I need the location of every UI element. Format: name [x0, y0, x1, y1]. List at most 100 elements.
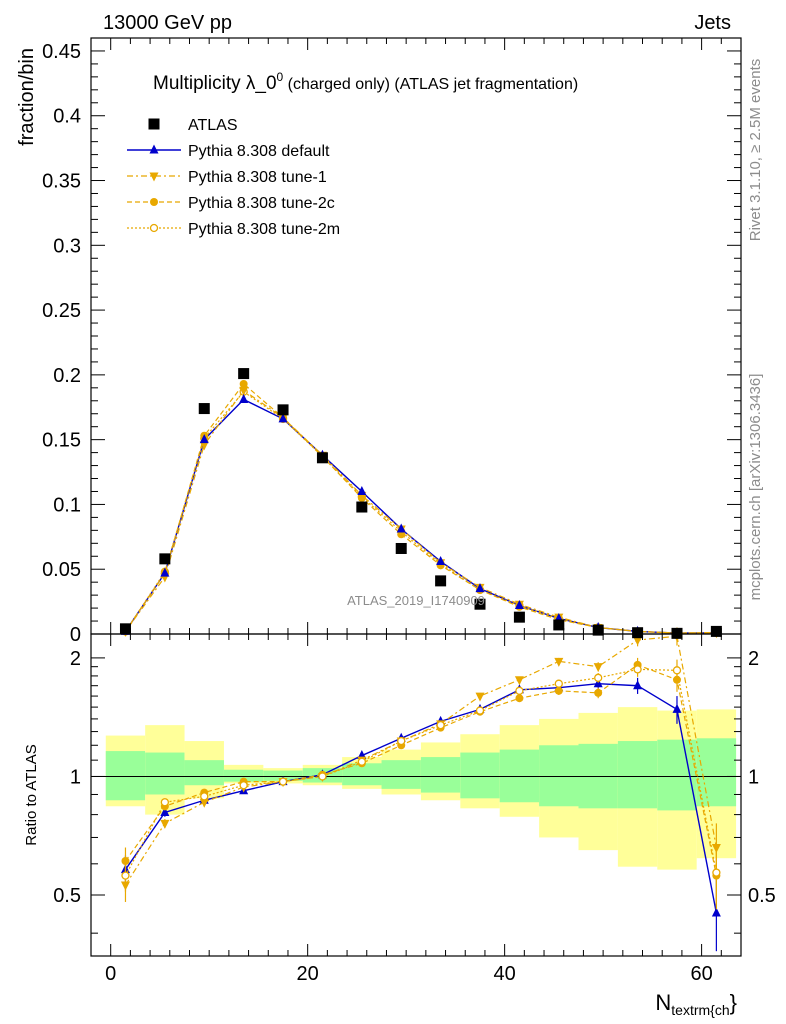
ratio-point-tune2m	[239, 781, 248, 790]
band-inner-bin	[342, 763, 382, 786]
ratio-y-tick-label: 0.5	[53, 885, 81, 907]
y-tick-label: 0.2	[53, 365, 81, 387]
y-tick-label: 0.35	[42, 171, 81, 193]
band-inner-bin	[499, 749, 540, 803]
point-data	[553, 619, 565, 631]
ratio-point-tune2m	[712, 868, 721, 877]
point-data	[119, 623, 131, 635]
point-tune2c	[239, 379, 248, 388]
point-tune1	[199, 441, 209, 451]
point-data	[513, 611, 525, 623]
ratio-point-tune2m	[278, 777, 288, 786]
line-tune2m	[124, 390, 717, 634]
ratio-y-tick-label: 2	[70, 648, 81, 670]
ratio-point-tune1	[633, 636, 643, 646]
x-tick-label: 20	[297, 963, 319, 985]
point-data	[632, 627, 644, 639]
legend-marker-tune2m	[149, 223, 159, 233]
point-tune1	[239, 386, 249, 396]
ratio-y-tick-label-right: 0.5	[748, 885, 776, 907]
point-default	[239, 393, 249, 403]
ratio-y-axis-label: Ratio to ATLAS	[23, 744, 40, 845]
ratio-point-tune2m	[436, 720, 445, 730]
point-default	[475, 583, 485, 593]
legend-label-tune2c: Pythia 8.308 tune-2c	[188, 195, 335, 212]
ratio-point-default	[711, 907, 721, 917]
point-data	[710, 625, 722, 637]
point-data	[316, 452, 328, 464]
upper-y-axis-label: fraction/bin	[16, 48, 38, 146]
band-inner-bin	[539, 745, 579, 807]
y-tick-label: 0	[70, 624, 81, 646]
band-inner-bin	[420, 757, 461, 793]
band-inner-bin	[696, 738, 737, 807]
x-axis-label-main: N	[655, 990, 671, 1015]
point-default	[278, 413, 288, 423]
point-default	[514, 599, 524, 609]
legend-marker-tune1	[149, 172, 159, 182]
legend-marker-tune2c	[150, 198, 158, 206]
band-inner-bin	[145, 752, 185, 795]
ratio-line-tune2c	[124, 664, 717, 876]
upper-series-layer	[119, 368, 722, 639]
point-data	[159, 553, 171, 565]
ratio-point-tune2c	[594, 688, 603, 697]
legend-marker-default	[149, 144, 159, 154]
ratio-point-tune2m	[633, 665, 642, 674]
band-inner-bin	[105, 751, 146, 801]
y-tick-label: 0.45	[42, 41, 81, 63]
ratio-point-tune1	[475, 692, 485, 702]
point-default	[396, 523, 406, 533]
plot-title-rest: (charged only) (ATLAS jet fragmentation)	[283, 76, 578, 93]
plot-title-main: Multiplicity λ_0	[153, 73, 277, 94]
process-label: Jets	[694, 12, 731, 34]
ratio-point-default	[672, 703, 682, 713]
ratio-point-tune2m	[318, 772, 327, 781]
ratio-y-tick-label-right: 1	[748, 766, 759, 788]
ratio-point-default	[633, 680, 643, 690]
ratio-point-tune1	[593, 663, 603, 673]
ratio-point-tune2m	[594, 673, 603, 682]
ratio-point-tune1	[554, 657, 564, 667]
legend-label-default: Pythia 8.308 default	[188, 143, 330, 160]
point-default	[357, 485, 367, 495]
ratio-point-tune2c	[515, 694, 524, 703]
plot-title: Multiplicity λ_00 (charged only) (ATLAS …	[153, 70, 578, 94]
point-data	[592, 624, 604, 636]
point-data	[198, 403, 210, 415]
legend: ATLAS Pythia 8.308 default Pythia 8.308 tu…	[127, 117, 340, 238]
ratio-point-tune1	[199, 798, 209, 808]
y-tick-label: 0.4	[53, 106, 81, 128]
point-default	[199, 434, 209, 444]
source-label: mcplots.cern.ch [arXiv:1306.3436]	[747, 374, 764, 601]
energy-label: 13000 GeV pp	[103, 12, 232, 34]
ratio-point-tune1	[514, 676, 524, 686]
point-data	[474, 598, 486, 610]
analysis-watermark: ATLAS_2019_I1740909	[347, 593, 485, 608]
point-data	[277, 404, 289, 416]
ratio-y-tick-label: 1	[70, 766, 81, 788]
legend-label-tune1: Pythia 8.308 tune-1	[188, 169, 327, 186]
rivet-version-label: Rivet 3.1.10, ≥ 2.5M events	[747, 59, 764, 242]
point-data	[238, 368, 250, 380]
band-inner-bin	[263, 770, 303, 781]
ratio-point-tune2m	[121, 871, 130, 880]
x-axis-label-sub: textrm{ch	[671, 1002, 729, 1018]
legend-label-tune2m: Pythia 8.308 tune-2m	[188, 221, 340, 238]
point-data	[671, 627, 683, 639]
x-tick-label: 40	[494, 963, 516, 985]
legend-label-data: ATLAS	[188, 117, 238, 134]
point-data	[435, 575, 447, 587]
ratio-plot-frame	[90, 633, 742, 957]
y-tick-label: 0.15	[42, 430, 81, 452]
ratio-series-layer	[120, 627, 721, 952]
ratio-point-tune2m	[672, 666, 682, 675]
x-axis-label: Ntextrm{ch}	[655, 990, 737, 1018]
band-inner-bin	[617, 741, 658, 809]
x-axis-label-end: }	[730, 990, 737, 1015]
y-tick-label: 0.25	[42, 300, 81, 322]
ratio-point-tune2m	[554, 679, 563, 688]
ratio-point-tune2m	[397, 736, 406, 746]
line-tune1	[124, 389, 717, 634]
